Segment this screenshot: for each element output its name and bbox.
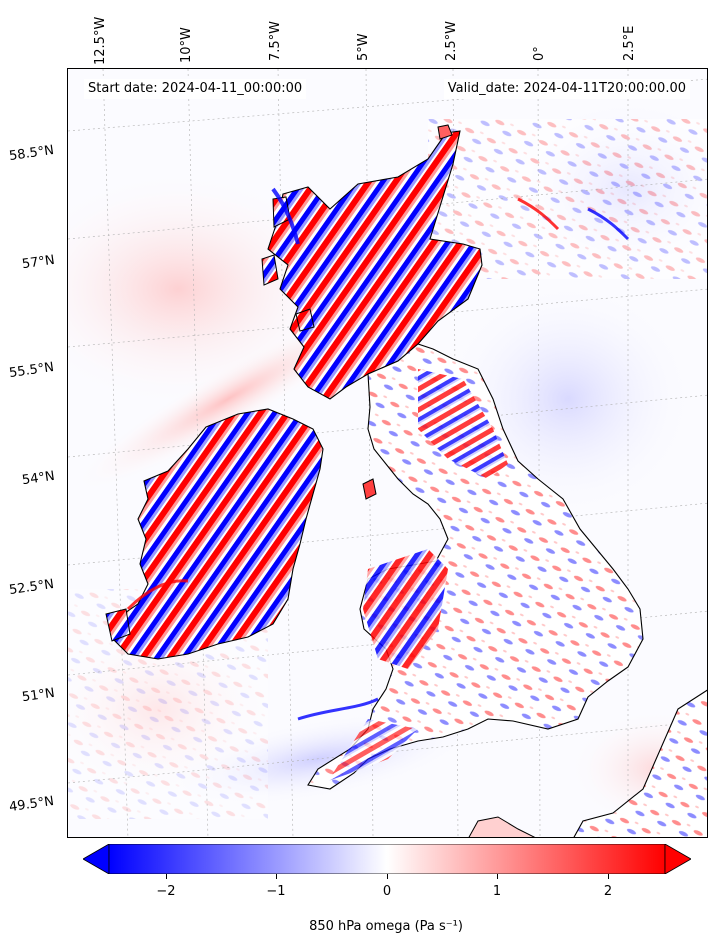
colorbar [83,844,691,874]
ireland-land [105,408,324,660]
colorbar-tick-mark [387,874,388,879]
colorbar-tick-label: −1 [266,884,286,899]
lon-label-7-5w: 7.5°W [268,20,283,61]
colorbar-extend-high [664,844,691,874]
lon-label-10w: 10°W [179,27,194,63]
lat-label-58-5n: 58.5°N [8,142,55,165]
lat-label-51n: 51°N [21,685,56,706]
omega-map [68,69,707,837]
colorbar-tick-label: −2 [156,884,176,899]
colorbar-extend-low [83,844,110,874]
scotland-land [261,124,483,400]
colorbar-label: 850 hPa omega (Pa s⁻¹) [309,919,463,934]
start-date-label: Start date: 2024-04-11_00:00:00 [84,79,307,99]
lon-label-5w: 5°W [356,33,371,61]
map-panel: Start date: 2024-04-11_00:00:00 Valid_da… [67,68,708,838]
lat-label-57n: 57°N [21,252,56,273]
lat-label-54n: 54°N [21,468,56,489]
colorbar-gradient [108,844,666,874]
isle-of-man [362,478,377,500]
colorbar-tick-mark [276,874,277,879]
colorbar-tick-label: 1 [492,884,502,899]
lat-label-55-5n: 55.5°N [8,359,55,382]
colorbar-tick-mark [608,874,609,879]
lon-label-0: 0° [532,46,547,61]
valid-date-label: Valid_date: 2024-04-11T20:00:00.00 [443,79,690,99]
lon-label-2-5e: 2.5°E [622,25,637,61]
colorbar-tick-mark [166,874,167,879]
colorbar-tick-mark [497,874,498,879]
lon-label-12-5w: 12.5°W [93,16,108,65]
lat-label-52-5n: 52.5°N [8,576,55,599]
england-wales-land [307,343,644,790]
lat-label-49-5n: 49.5°N [8,793,55,816]
france-coast [468,689,707,837]
lon-label-2-5w: 2.5°W [444,20,459,61]
colorbar-tick-label: 0 [382,884,392,899]
colorbar-tick-label: 2 [603,884,613,899]
